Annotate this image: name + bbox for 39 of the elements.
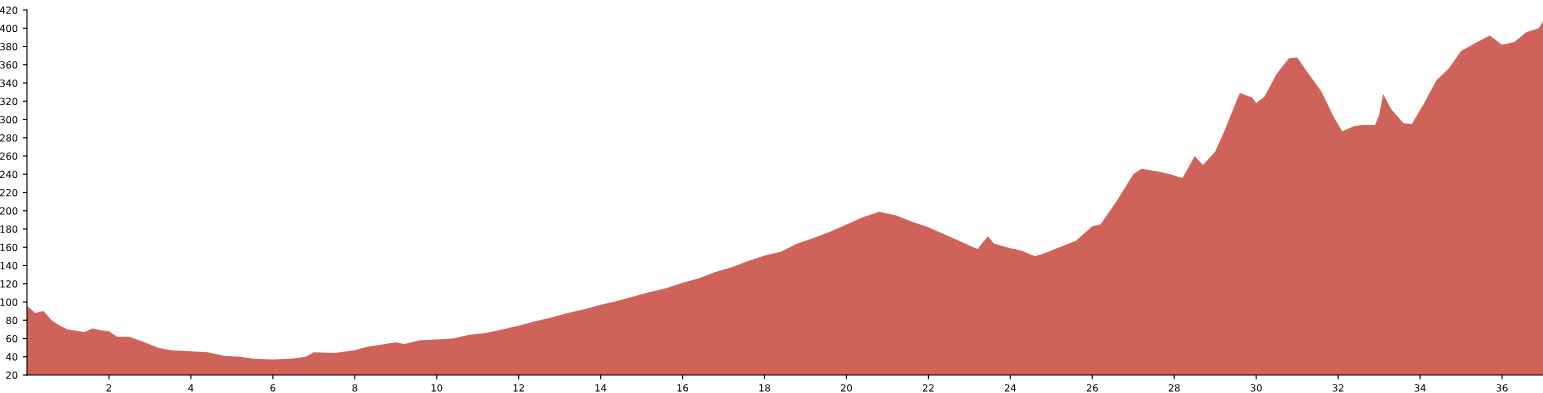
x-tick-label: 28 [1168,384,1180,392]
x-tick-label: 18 [759,384,771,392]
y-tick-label: 320 [0,97,18,106]
x-tick-label: 30 [1250,384,1262,392]
y-tick-label: 200 [0,207,18,215]
y-tick-label: 240 [0,170,18,179]
y-tick-label: 180 [0,225,18,233]
y-tick-label: 220 [0,188,18,197]
x-tick-label: 32 [1332,384,1344,392]
x-tick-label: 10 [431,384,443,392]
x-tick-label: 22 [922,384,934,392]
y-tick-label: 420 [0,6,18,14]
y-tick-label: 40 [6,353,18,361]
x-tick-label: 2 [106,384,112,392]
x-tick-label: 4 [188,384,194,392]
y-tick-label: 140 [0,261,18,270]
y-tick-label: 160 [0,243,18,252]
y-tick-label: 100 [0,298,18,306]
y-tick-label: 380 [0,42,18,51]
x-tick-label: 20 [840,384,852,392]
y-tick-label: 300 [0,115,18,124]
x-tick-label: 24 [1004,384,1016,392]
x-tick-label: 12 [513,384,524,392]
y-tick-label: 280 [0,134,18,142]
y-tick-label: 400 [0,24,18,33]
x-tick-label: 26 [1086,384,1098,392]
y-tick-label: 340 [0,79,18,87]
y-tick-label: 360 [0,61,18,69]
y-tick-label: 80 [6,316,18,325]
y-tick-label: 120 [0,280,18,288]
x-tick-label: 14 [595,384,607,392]
y-tick-label: 260 [0,152,18,160]
y-tick-label: 20 [6,371,18,379]
x-tick-label: 34 [1414,384,1426,392]
x-tick-label: 36 [1496,384,1508,392]
y-tick-label: 60 [6,334,18,343]
x-tick-label: 16 [677,384,689,392]
x-tick-label: 8 [352,384,358,392]
x-tick-label: 6 [270,384,276,392]
